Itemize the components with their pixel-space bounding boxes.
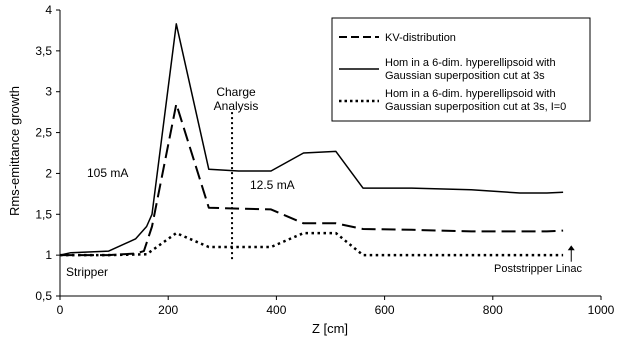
poststripper-arrow	[567, 245, 575, 262]
y-tick-label: 3	[45, 85, 52, 99]
y-tick-label: 3,5	[35, 44, 52, 58]
y-tick-label: 4	[45, 3, 52, 17]
poststripper-arrow-head	[567, 245, 575, 251]
x-tick-label: 200	[158, 303, 178, 317]
x-tick-label: 800	[483, 303, 503, 317]
legend-label-hom-i0-line2: Gaussian superposition cut at 3s, I=0	[385, 101, 566, 113]
y-axis-label: Rms-emittance growth	[7, 86, 22, 216]
x-tick-label: 1000	[588, 303, 615, 317]
x-axis-label: Z [cm]	[312, 321, 348, 336]
annotation-charge-line1: Charge	[216, 85, 256, 99]
y-tick-label: 1,5	[35, 207, 52, 221]
series-line-1	[59, 23, 564, 256]
annotation-12-5ma: 12.5 mA	[250, 178, 295, 192]
annotation-stripper: Stripper	[66, 265, 108, 279]
legend: KV-distribution Hom in a 6-dim. hyperell…	[331, 17, 591, 122]
axes	[59, 10, 601, 297]
x-tick-label: 0	[57, 303, 64, 317]
x-tick-label: 400	[266, 303, 286, 317]
y-tick-label: 0,5	[35, 289, 52, 303]
legend-label-kv: KV-distribution	[385, 32, 456, 44]
x-tick-label: 600	[375, 303, 395, 317]
series-line-2	[60, 231, 564, 257]
annotation-poststripper: Poststripper Linac	[494, 263, 583, 275]
legend-label-hom-line2: Gaussian superposition cut at 3s	[385, 70, 545, 82]
legend-label-hom-i0: Hom in a 6-dim. hyperellipsoid with	[385, 88, 556, 100]
y-tick-label: 2	[45, 166, 52, 180]
ticks: 0 200 400 600 800 1000 0,5 1 1,5 2 2,5 3 3,5 4	[35, 3, 614, 317]
y-tick-label: 1	[45, 248, 52, 262]
legend-label-hom: Hom in a 6-dim. hyperellipsoid with	[385, 57, 556, 69]
series-line-0	[60, 103, 564, 257]
series-layer	[59, 23, 564, 257]
annotation-105ma: 105 mA	[87, 166, 128, 180]
annotation-charge-line2: Analysis	[214, 99, 259, 113]
y-tick-label: 2,5	[35, 126, 52, 140]
